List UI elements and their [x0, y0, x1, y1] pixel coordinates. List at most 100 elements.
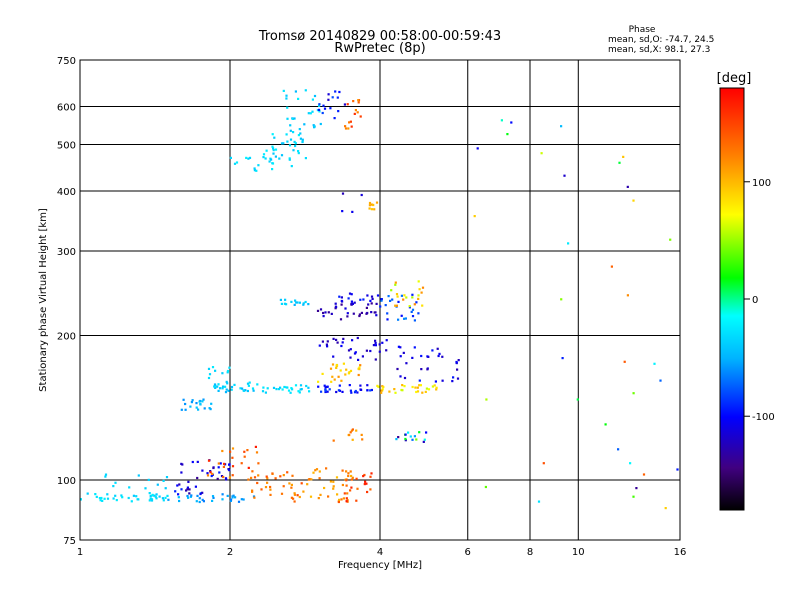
data-point	[438, 352, 441, 355]
data-point	[339, 369, 342, 372]
data-point	[417, 280, 420, 283]
data-point	[313, 125, 316, 128]
data-point	[351, 302, 354, 305]
data-point	[231, 474, 234, 477]
data-point	[177, 496, 180, 499]
data-point	[342, 337, 345, 340]
data-point	[264, 486, 268, 489]
x-tick-label: 10	[572, 547, 585, 558]
data-point	[196, 460, 199, 463]
data-point	[414, 386, 417, 389]
data-point	[272, 149, 275, 152]
data-point	[356, 336, 359, 340]
data-point	[177, 493, 180, 496]
data-point	[326, 345, 329, 348]
data-point	[285, 386, 288, 389]
data-point	[456, 368, 459, 371]
data-point	[253, 496, 256, 499]
data-point	[359, 364, 362, 367]
data-point	[368, 201, 372, 205]
data-point	[397, 436, 400, 439]
data-point	[339, 318, 343, 321]
data-point	[379, 305, 382, 308]
data-point	[237, 500, 241, 503]
data-point	[363, 473, 366, 477]
data-point	[262, 156, 265, 159]
data-point	[334, 90, 337, 93]
data-point	[156, 483, 159, 486]
data-point	[292, 131, 295, 134]
data-point	[293, 493, 296, 496]
data-point	[407, 431, 410, 434]
data-point	[341, 341, 344, 344]
data-point	[178, 483, 181, 486]
data-point	[295, 301, 298, 304]
data-point	[187, 496, 190, 499]
data-point	[350, 300, 353, 303]
data-point	[563, 174, 566, 177]
data-point	[418, 384, 421, 387]
data-point	[252, 495, 256, 498]
data-point	[188, 488, 191, 491]
data-point	[417, 312, 420, 315]
data-point	[369, 488, 372, 491]
data-point	[242, 498, 245, 501]
data-point	[330, 312, 333, 315]
data-point	[362, 298, 365, 301]
data-point	[332, 485, 335, 488]
data-point	[247, 466, 250, 469]
data-point	[254, 445, 257, 448]
legend-line-o: mean, sd,O: -74.7, 24.5	[608, 35, 714, 45]
data-point	[309, 495, 313, 498]
data-point	[257, 474, 260, 477]
data-point	[510, 121, 513, 124]
data-point	[360, 193, 363, 197]
data-point	[332, 480, 335, 483]
data-point	[278, 157, 281, 160]
data-point	[372, 344, 375, 347]
chart-subtitle: RwPretec (8p)	[334, 41, 425, 56]
data-point	[256, 481, 259, 485]
data-point	[403, 317, 406, 320]
data-point	[304, 300, 307, 304]
data-point	[280, 142, 284, 145]
data-point	[216, 477, 219, 480]
data-point	[318, 110, 321, 113]
data-point	[211, 366, 215, 369]
data-point	[411, 293, 414, 296]
data-point	[356, 487, 359, 490]
data-point	[213, 385, 216, 388]
data-point	[316, 109, 319, 112]
data-point	[485, 398, 488, 401]
data-point	[325, 467, 328, 470]
data-point	[366, 384, 369, 387]
data-point	[262, 153, 266, 156]
data-point	[364, 480, 367, 483]
data-point	[340, 344, 343, 348]
data-point	[304, 157, 307, 160]
data-point	[473, 215, 476, 218]
data-point	[282, 485, 285, 488]
data-point	[384, 304, 387, 307]
y-tick-label: 600	[57, 103, 76, 114]
data-point	[164, 496, 167, 499]
data-point	[161, 497, 164, 500]
data-point	[202, 500, 205, 503]
data-point	[540, 152, 543, 155]
data-point	[272, 386, 276, 389]
data-point	[322, 315, 325, 318]
data-point	[221, 387, 224, 390]
data-point	[228, 469, 231, 472]
data-point	[642, 473, 646, 476]
data-point	[415, 390, 418, 394]
data-point	[370, 302, 373, 305]
data-point	[617, 448, 620, 451]
data-point	[618, 161, 621, 164]
data-point	[224, 385, 227, 388]
data-point	[451, 380, 454, 383]
data-point	[367, 303, 370, 306]
data-point	[271, 162, 275, 165]
data-point	[325, 385, 329, 388]
grid-lines	[80, 60, 680, 540]
data-point	[356, 391, 359, 394]
